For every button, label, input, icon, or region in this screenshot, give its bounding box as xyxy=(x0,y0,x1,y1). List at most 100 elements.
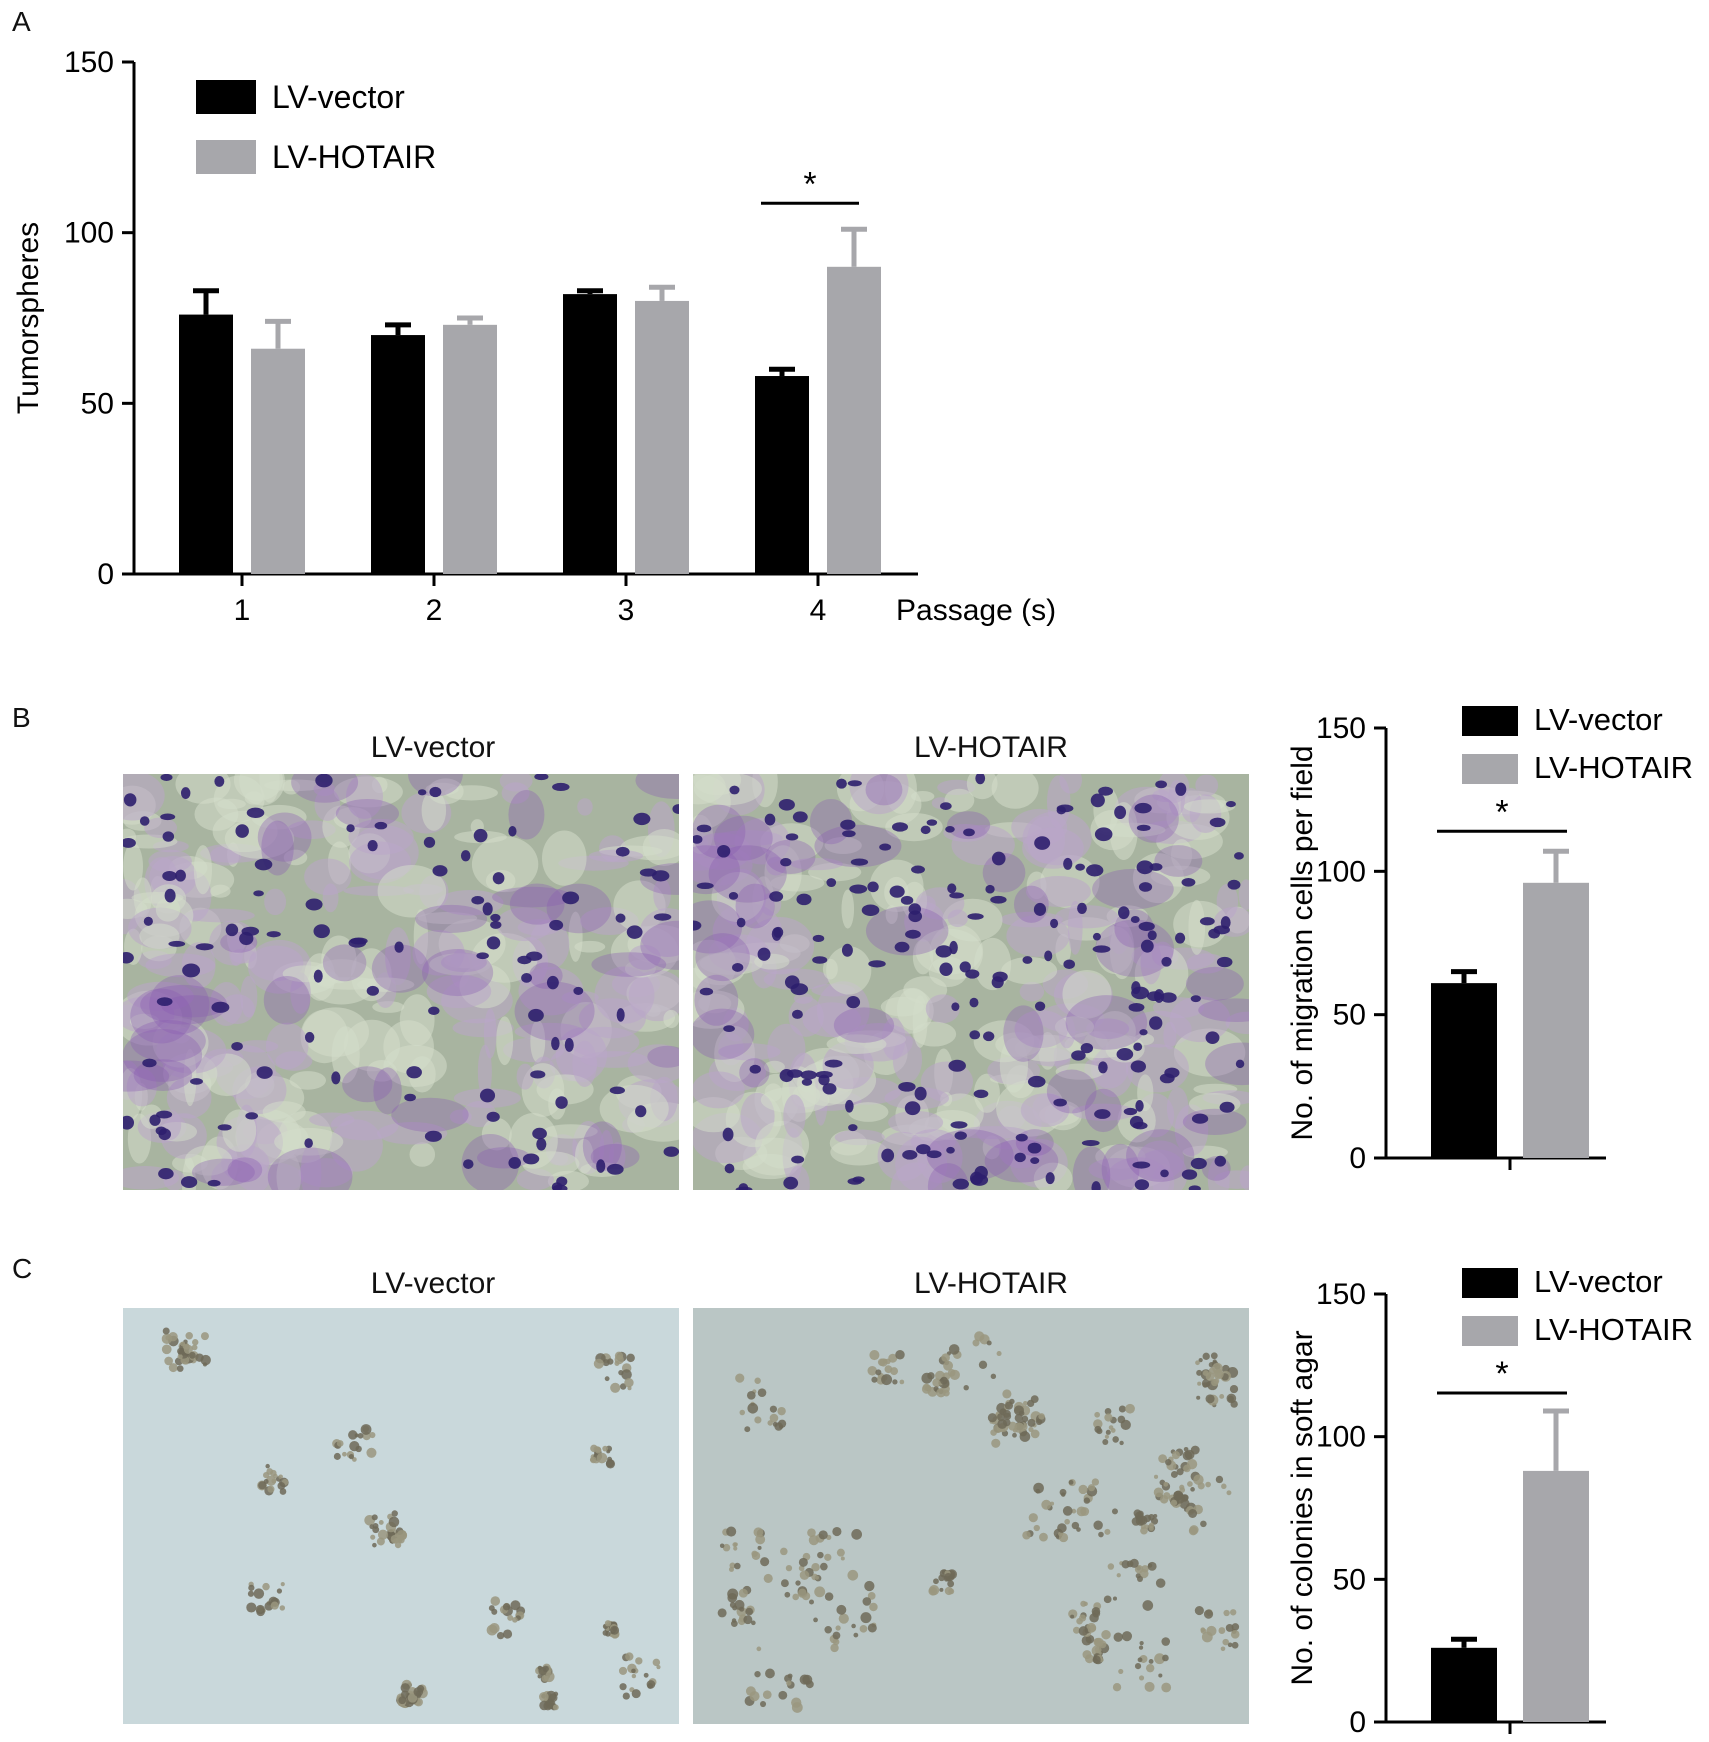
migrated-cell xyxy=(532,1127,547,1140)
migrated-cell xyxy=(1181,877,1196,887)
colony xyxy=(1131,1509,1159,1535)
membrane-texture xyxy=(1207,1157,1230,1190)
migrated-cell xyxy=(1098,786,1113,796)
migrated-cell xyxy=(914,1086,927,1101)
migrated-cell xyxy=(156,997,173,1006)
colony-cell xyxy=(265,1463,270,1469)
colony-cell xyxy=(162,1327,170,1335)
colony-cell xyxy=(884,1358,891,1365)
bar-lv-vector xyxy=(371,335,425,574)
colony-cell xyxy=(180,1341,186,1347)
colony-cell xyxy=(1104,1528,1111,1535)
colony-cell xyxy=(808,1535,819,1546)
migrated-cell xyxy=(417,789,427,796)
stain-patch xyxy=(322,944,367,982)
migrated-cell xyxy=(867,881,879,893)
membrane-texture xyxy=(210,884,231,898)
stain-patch xyxy=(267,1147,353,1190)
membrane-texture xyxy=(516,1063,534,1090)
migrated-cell xyxy=(551,1036,560,1051)
colony-cell xyxy=(785,1564,793,1572)
migrated-cell xyxy=(1050,918,1059,929)
migrated-cell xyxy=(486,936,501,950)
colony-cell xyxy=(745,1686,756,1697)
migrated-cell xyxy=(693,834,703,844)
colony-cell xyxy=(1028,1426,1034,1433)
colony-cell xyxy=(772,1421,778,1427)
colony-cell xyxy=(1116,1573,1121,1578)
colony-cell xyxy=(738,1588,748,1598)
colony-cell xyxy=(1158,1454,1167,1463)
migrated-cell xyxy=(346,824,355,833)
migrated-cell xyxy=(1138,882,1153,892)
stain-patch xyxy=(140,984,228,1025)
membrane-texture xyxy=(409,1142,436,1167)
migrated-cell xyxy=(935,945,953,958)
y-axis-label: No. of colonies in soft agar xyxy=(1286,1330,1319,1685)
colony-cell xyxy=(1137,1657,1143,1663)
colony-cell xyxy=(1222,1638,1229,1646)
membrane-texture xyxy=(1025,876,1091,907)
colony-cell xyxy=(360,1424,372,1435)
migrated-cell xyxy=(1131,986,1150,1000)
migrated-cell xyxy=(970,1174,989,1186)
legend-label: LV-vector xyxy=(1534,1264,1663,1299)
colony-cell xyxy=(899,1379,905,1385)
panel-letter-a: A xyxy=(12,6,31,37)
migrated-cell xyxy=(841,943,853,957)
colony-cell xyxy=(884,1365,893,1374)
colony-cell xyxy=(348,1430,358,1440)
colony-cell xyxy=(388,1516,400,1528)
migrated-cell xyxy=(180,787,191,799)
membrane-texture xyxy=(936,1093,984,1134)
migrated-cell xyxy=(1094,1109,1111,1119)
colony-cell xyxy=(1068,1479,1074,1485)
migrated-cell xyxy=(1092,932,1101,941)
colony-cell xyxy=(1190,1487,1195,1492)
migrated-cell xyxy=(900,895,914,905)
migrated-cell xyxy=(812,934,825,943)
colony-cell xyxy=(1227,1642,1233,1648)
colony-cell xyxy=(1195,1360,1200,1366)
migrated-cell xyxy=(313,969,323,983)
colony-cell xyxy=(1108,1425,1114,1430)
colony-cell xyxy=(1082,1650,1092,1660)
colony xyxy=(246,1581,286,1617)
membrane-texture xyxy=(385,927,411,986)
membrane-texture xyxy=(262,1101,306,1123)
migrated-cell xyxy=(663,1146,679,1157)
stain-patch xyxy=(227,1157,263,1183)
significance-star: * xyxy=(1495,793,1508,831)
membrane-texture xyxy=(698,993,732,1014)
y-tick-label: 50 xyxy=(1333,1563,1366,1596)
colony-cell xyxy=(817,1551,824,1559)
stain-patch xyxy=(371,944,429,993)
membrane-texture xyxy=(496,907,554,942)
colony xyxy=(539,1690,559,1711)
membrane-texture xyxy=(237,1040,279,1053)
membrane-texture xyxy=(1169,996,1231,1043)
migrated-cell xyxy=(949,892,964,899)
colony-cell xyxy=(1159,1495,1169,1504)
colony-cell xyxy=(1226,1490,1232,1496)
stain-patch xyxy=(492,886,573,908)
colony xyxy=(719,1526,773,1583)
membrane-texture xyxy=(481,1117,512,1151)
colony-cell xyxy=(922,1383,931,1391)
stain-patch xyxy=(591,952,667,977)
migrated-cell xyxy=(1116,1048,1134,1061)
colony xyxy=(593,1351,635,1393)
stain-patch xyxy=(508,790,545,840)
migrated-cell xyxy=(926,819,938,826)
colony-cell xyxy=(990,1373,997,1380)
colony-cell xyxy=(1118,1405,1126,1413)
migrated-cell xyxy=(123,952,134,964)
migrated-cell xyxy=(606,1163,624,1175)
colony-cell xyxy=(1200,1628,1207,1634)
membrane-texture xyxy=(283,849,308,866)
colony-cell xyxy=(552,1704,559,1711)
legend-swatch-lv-vector xyxy=(1462,1268,1518,1298)
migrated-cell xyxy=(139,816,150,826)
colony-cell xyxy=(1038,1413,1045,1420)
migrated-cell xyxy=(836,778,847,789)
